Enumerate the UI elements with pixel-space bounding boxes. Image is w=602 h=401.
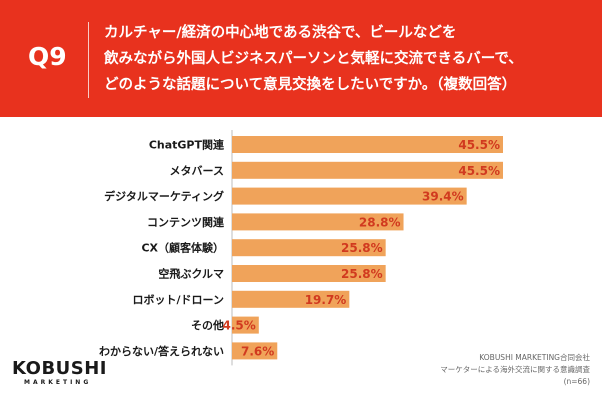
source-line-1: KOBUSHI MARKETING合同会社	[479, 353, 590, 362]
category-label-5: 空飛ぶクルマ	[158, 267, 224, 281]
bar-0	[232, 136, 503, 153]
logo-name: KOBUSHI	[12, 358, 108, 379]
bar-3	[232, 213, 404, 231]
value-label-5: 25.8%	[341, 267, 383, 281]
category-label-0: ChatGPT関連	[149, 138, 225, 152]
value-label-4: 25.8%	[341, 241, 383, 255]
question-line-2: 飲みながら外国人ビジネスパーソンと気軽に交流できるバーで、	[104, 51, 523, 67]
bar-8	[232, 342, 278, 360]
question-text: カルチャー/経済の中心地である渋谷で、ビールなどを 飲みながら外国人ビジネスパー…	[104, 20, 592, 98]
category-label-8: わからない/答えられない	[99, 344, 224, 358]
value-label-2: 39.4%	[422, 190, 464, 204]
header-divider	[88, 22, 89, 98]
bar-chart-svg: ChatGPT関連 45.5% メタバース 45.5% デジタルマーケティング 39.4%…	[99, 130, 503, 366]
category-label-6: ロボット/ドローン	[133, 292, 224, 306]
value-label-3: 28.8%	[359, 215, 401, 229]
category-label-3: コンテンツ関連	[147, 215, 225, 229]
kobushi-logo: KOBUSHI MARKETING	[12, 358, 132, 398]
value-label-1: 45.5%	[458, 164, 500, 178]
value-label-6: 19.7%	[305, 293, 347, 307]
source-line-2: マーケターによる海外交流に関する意識調査	[440, 365, 590, 374]
bar-5	[232, 265, 386, 282]
bar-chart: ChatGPT関連 45.5% メタバース 45.5% デジタルマーケティング 39.4%…	[0, 117, 602, 401]
bar-6	[232, 290, 350, 308]
category-label-7: その他	[191, 318, 224, 332]
source-note: KOBUSHI MARKETING合同会社 マーケターによる海外交流に関する意識…	[350, 352, 590, 388]
value-label-7: 4.5%	[223, 319, 256, 333]
question-header: Q9 カルチャー/経済の中心地である渋谷で、ビールなどを 飲みながら外国人ビジネ…	[0, 0, 602, 117]
value-label-8: 7.6%	[241, 344, 274, 358]
category-label-2: デジタルマーケティング	[104, 189, 224, 203]
logo-tagline: MARKETING	[24, 379, 92, 386]
question-line-1: カルチャー/経済の中心地である渋谷で、ビールなどを	[104, 25, 457, 41]
bar-1	[232, 161, 503, 179]
question-line-3: どのような話題について意見交換をしたいですか。（複数回答）	[104, 77, 517, 93]
category-label-4: CX（顧客体験）	[141, 241, 224, 255]
category-label-1: メタバース	[170, 164, 224, 177]
bar-2	[232, 187, 467, 205]
source-line-3: (n=66)	[563, 377, 590, 386]
bar-7	[232, 316, 259, 334]
bar-4	[232, 239, 386, 257]
question-number: Q9	[28, 42, 67, 71]
value-label-0: 45.5%	[458, 138, 500, 152]
